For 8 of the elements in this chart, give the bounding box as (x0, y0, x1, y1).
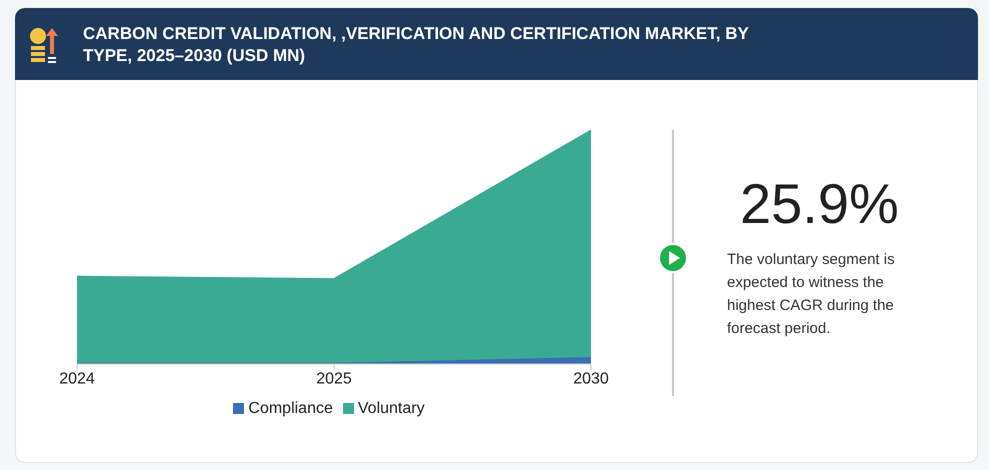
legend-label: Compliance (248, 400, 333, 417)
legend-label: Voluntary (358, 400, 425, 417)
chart-title: CARBON CREDIT VALIDATION, ,VERIFICATION AND CERTIFICATION MARKET, BY TYPE, 2025–2030 (USD MN) (83, 23, 750, 67)
x-tick-label: 2025 (316, 370, 352, 388)
text: 25.9% (740, 172, 899, 236)
x-tick-label: 2024 (59, 370, 95, 388)
x-tick-label: 2030 (573, 370, 609, 388)
text: The voluntary segment is expected to witness the highest CAGR during the forecast period. (727, 250, 896, 339)
